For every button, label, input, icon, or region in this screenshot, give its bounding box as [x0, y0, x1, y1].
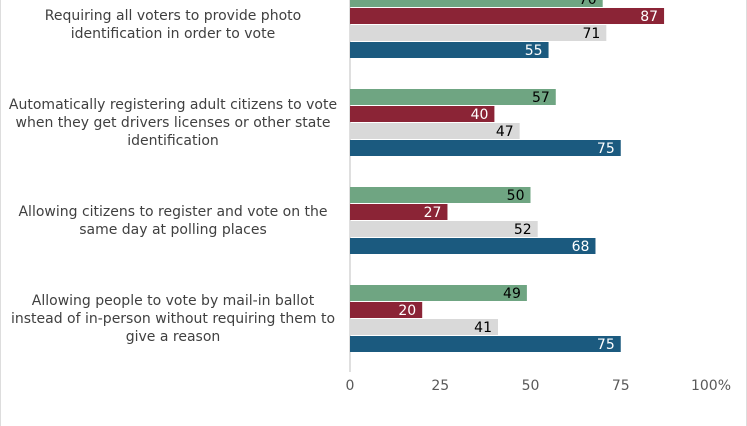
bar	[350, 123, 520, 139]
value-label: 57	[532, 90, 550, 106]
value-label: 50	[507, 188, 525, 204]
bar	[350, 187, 531, 203]
value-label: 20	[398, 303, 416, 319]
x-tick-label: 100%	[691, 378, 731, 394]
bar	[350, 336, 621, 352]
value-label: 71	[582, 26, 600, 42]
category-label: Allowing citizens to register and vote o…	[18, 204, 328, 238]
category-label: Allowing people to vote by mail-in ballo…	[10, 293, 336, 345]
value-label: 55	[525, 43, 543, 59]
value-label: 40	[471, 107, 489, 123]
value-label: 70	[579, 0, 597, 8]
category-label: Requiring all voters to provide photo id…	[44, 8, 302, 42]
bar	[350, 285, 527, 301]
x-tick-label: 50	[522, 378, 540, 394]
bar	[350, 89, 556, 105]
bar	[350, 25, 607, 41]
bar	[350, 8, 665, 24]
value-label: 75	[597, 141, 615, 157]
value-label: 68	[572, 239, 590, 255]
bar	[350, 106, 495, 122]
bar	[350, 204, 448, 220]
value-label: 41	[474, 320, 492, 336]
bar	[350, 0, 603, 7]
value-label: 52	[514, 222, 532, 238]
bar	[350, 221, 538, 237]
x-tick-label: 75	[612, 378, 630, 394]
x-tick-label: 25	[431, 378, 449, 394]
value-label: 75	[597, 337, 615, 353]
x-tick-label: 0	[346, 378, 355, 394]
value-label: 27	[424, 205, 442, 221]
value-label: 87	[640, 9, 658, 25]
bar	[350, 42, 549, 58]
bar	[350, 140, 621, 156]
bar	[350, 302, 423, 318]
category-label: Automatically registering adult citizens…	[8, 97, 338, 149]
value-label: 47	[496, 124, 514, 140]
bar	[350, 319, 499, 335]
bar	[350, 238, 596, 254]
value-label: 49	[503, 286, 521, 302]
